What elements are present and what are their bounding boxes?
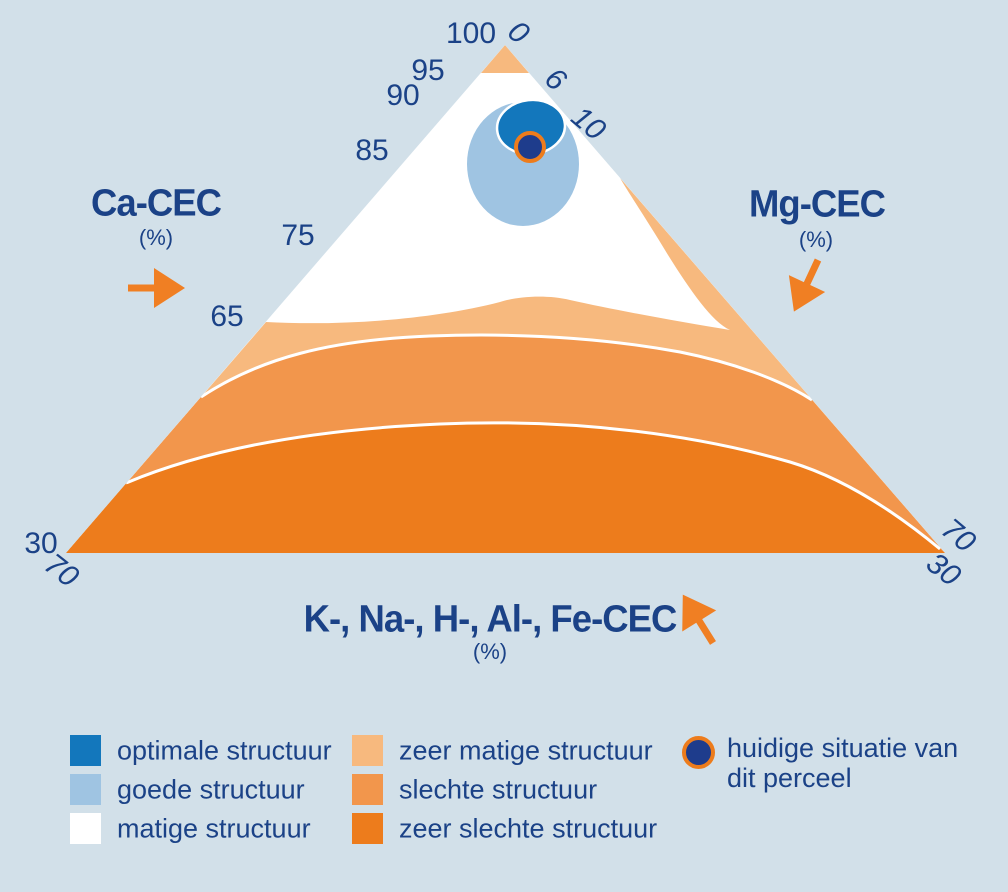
legend-swatch-zeer-slechte (352, 813, 383, 844)
right-axis-title: Mg-CEC (748, 183, 886, 226)
left-tick-95: 95 (411, 54, 445, 87)
legend-label-goede: goede structuur (117, 774, 305, 805)
boundary-slechte (200, 333, 813, 402)
legend-swatch-matige (70, 813, 101, 844)
left-tick-85: 85 (355, 134, 389, 167)
ternary-diagram (66, 45, 945, 654)
legend-current-point-icon (682, 736, 715, 769)
bottom-axis-unit: (%) (472, 639, 508, 664)
boundary-zeer-slechte (125, 421, 941, 551)
legend-label-zeer-matige: zeer matige structuur (399, 735, 653, 766)
ca-axis-arrow-icon (128, 268, 185, 308)
current-situation-point (514, 131, 546, 163)
left-axis-unit: (%) (138, 225, 174, 250)
right-axis-unit: (%) (798, 227, 834, 252)
legend-swatch-slechte (352, 774, 383, 805)
legend-swatch-optimale (70, 735, 101, 766)
legend-label-slechte: slechte structuur (399, 774, 598, 805)
legend-swatch-goede (70, 774, 101, 805)
legend-label-zeer-slechte: zeer slechte structuur (399, 813, 658, 844)
left-tick-90: 90 (386, 79, 420, 112)
legend-current-point-line1: huidige situatie van (727, 733, 959, 763)
legend-label-optimale: optimale structuur (117, 735, 332, 766)
legend-label-current-point: huidige situatie van dit perceel (727, 733, 958, 793)
legend-label-matige: matige structuur (117, 813, 311, 844)
left-tick-100: 100 (445, 17, 497, 50)
left-tick-30: 30 (24, 527, 58, 560)
left-tick-65: 65 (210, 300, 244, 333)
zone-apex-zeer-matige (481, 45, 529, 73)
zone-zeer-slechte-structuur (66, 422, 945, 553)
left-tick-75: 75 (281, 219, 315, 252)
mg-axis-arrow-icon (775, 251, 837, 321)
legend-swatch-zeer-matige (352, 735, 383, 766)
bottom-axis-title: K-, Na-, H-, Al-, Fe-CEC (303, 598, 678, 641)
left-axis-title: Ca-CEC (90, 182, 222, 225)
legend-current-point-line2: dit perceel (727, 763, 852, 793)
